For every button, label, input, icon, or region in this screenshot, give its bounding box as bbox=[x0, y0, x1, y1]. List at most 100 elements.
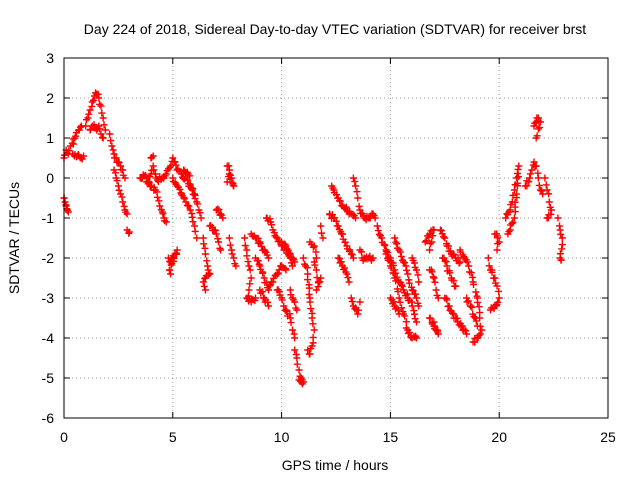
data-point bbox=[293, 306, 301, 314]
data-point bbox=[375, 230, 383, 238]
data-point bbox=[486, 306, 494, 314]
data-point bbox=[214, 235, 222, 243]
data-point bbox=[413, 294, 421, 302]
data-point bbox=[473, 322, 481, 330]
data-point bbox=[353, 188, 361, 196]
data-point bbox=[215, 206, 223, 214]
data-point bbox=[397, 252, 405, 260]
data-point bbox=[305, 290, 313, 298]
data-point bbox=[426, 246, 434, 254]
data-point bbox=[536, 124, 544, 132]
data-point bbox=[399, 258, 407, 266]
data-point bbox=[119, 198, 127, 206]
data-point bbox=[317, 274, 325, 282]
data-point bbox=[410, 307, 418, 315]
data-point bbox=[211, 226, 219, 234]
data-point bbox=[304, 276, 312, 284]
data-point bbox=[199, 234, 207, 242]
data-point bbox=[244, 258, 252, 266]
data-point bbox=[531, 119, 539, 127]
data-point bbox=[557, 256, 565, 264]
data-point bbox=[115, 158, 123, 166]
data-point bbox=[413, 334, 421, 342]
data-point bbox=[99, 134, 107, 142]
y-tick-label: 0 bbox=[46, 170, 54, 186]
data-point bbox=[96, 125, 104, 133]
data-point bbox=[391, 234, 399, 242]
data-point bbox=[428, 268, 436, 276]
data-point bbox=[381, 242, 389, 249]
data-point bbox=[266, 215, 274, 223]
data-point bbox=[392, 238, 400, 246]
data-point bbox=[278, 296, 286, 304]
data-point bbox=[291, 334, 299, 342]
data-point bbox=[539, 190, 547, 198]
data-point bbox=[293, 354, 301, 362]
data-point bbox=[310, 326, 318, 334]
data-point bbox=[429, 232, 437, 240]
data-point bbox=[287, 291, 295, 299]
data-point bbox=[309, 339, 317, 347]
data-point bbox=[82, 122, 90, 130]
y-tick-label: 3 bbox=[46, 50, 54, 66]
data-point bbox=[543, 214, 551, 222]
x-axis-label: GPS time / hours bbox=[282, 457, 389, 473]
data-point bbox=[344, 274, 352, 282]
data-point bbox=[470, 280, 478, 288]
data-point bbox=[191, 227, 199, 235]
data-point bbox=[408, 302, 416, 310]
data-point bbox=[334, 222, 342, 230]
data-point bbox=[264, 298, 272, 306]
data-point bbox=[463, 330, 471, 338]
data-point bbox=[176, 185, 184, 193]
data-point bbox=[266, 282, 274, 290]
data-point bbox=[510, 186, 518, 194]
data-point bbox=[347, 294, 355, 302]
y-axis-label: SDTVAR / TECUs bbox=[6, 182, 22, 294]
data-point bbox=[223, 178, 231, 186]
data-point bbox=[167, 162, 175, 170]
data-point bbox=[201, 274, 209, 282]
data-point bbox=[201, 250, 209, 258]
data-point bbox=[282, 266, 290, 274]
data-point bbox=[509, 191, 517, 199]
data-point bbox=[99, 114, 107, 122]
data-point bbox=[291, 346, 299, 354]
data-point bbox=[186, 172, 194, 180]
data-point bbox=[309, 320, 317, 328]
data-point bbox=[288, 262, 296, 270]
data-point bbox=[193, 234, 201, 242]
data-point bbox=[484, 254, 492, 262]
data-point bbox=[125, 228, 133, 236]
data-point bbox=[312, 266, 320, 274]
data-point bbox=[434, 294, 442, 302]
data-point bbox=[285, 249, 293, 257]
data-point bbox=[305, 350, 313, 358]
data-point bbox=[514, 165, 522, 173]
grid-lines bbox=[64, 58, 608, 418]
data-point bbox=[341, 264, 349, 272]
data-point bbox=[251, 294, 259, 302]
data-point bbox=[289, 254, 297, 262]
data-point bbox=[246, 280, 254, 288]
data-point bbox=[535, 181, 543, 189]
data-point bbox=[345, 278, 353, 286]
x-tick-label: 15 bbox=[383, 429, 399, 445]
data-point bbox=[452, 282, 460, 290]
data-point bbox=[510, 214, 518, 222]
data-point bbox=[390, 298, 398, 306]
data-point bbox=[319, 234, 327, 242]
data-point bbox=[506, 226, 514, 234]
data-point bbox=[467, 269, 475, 277]
data-point bbox=[172, 161, 180, 169]
data-point bbox=[374, 227, 382, 235]
data-point bbox=[268, 221, 276, 229]
data-point bbox=[258, 288, 266, 296]
data-point bbox=[256, 262, 264, 270]
data-point bbox=[488, 268, 496, 276]
data-point bbox=[295, 376, 303, 384]
data-point bbox=[217, 246, 225, 254]
data-point bbox=[410, 310, 418, 318]
data-point bbox=[441, 234, 449, 242]
data-point bbox=[295, 366, 303, 374]
